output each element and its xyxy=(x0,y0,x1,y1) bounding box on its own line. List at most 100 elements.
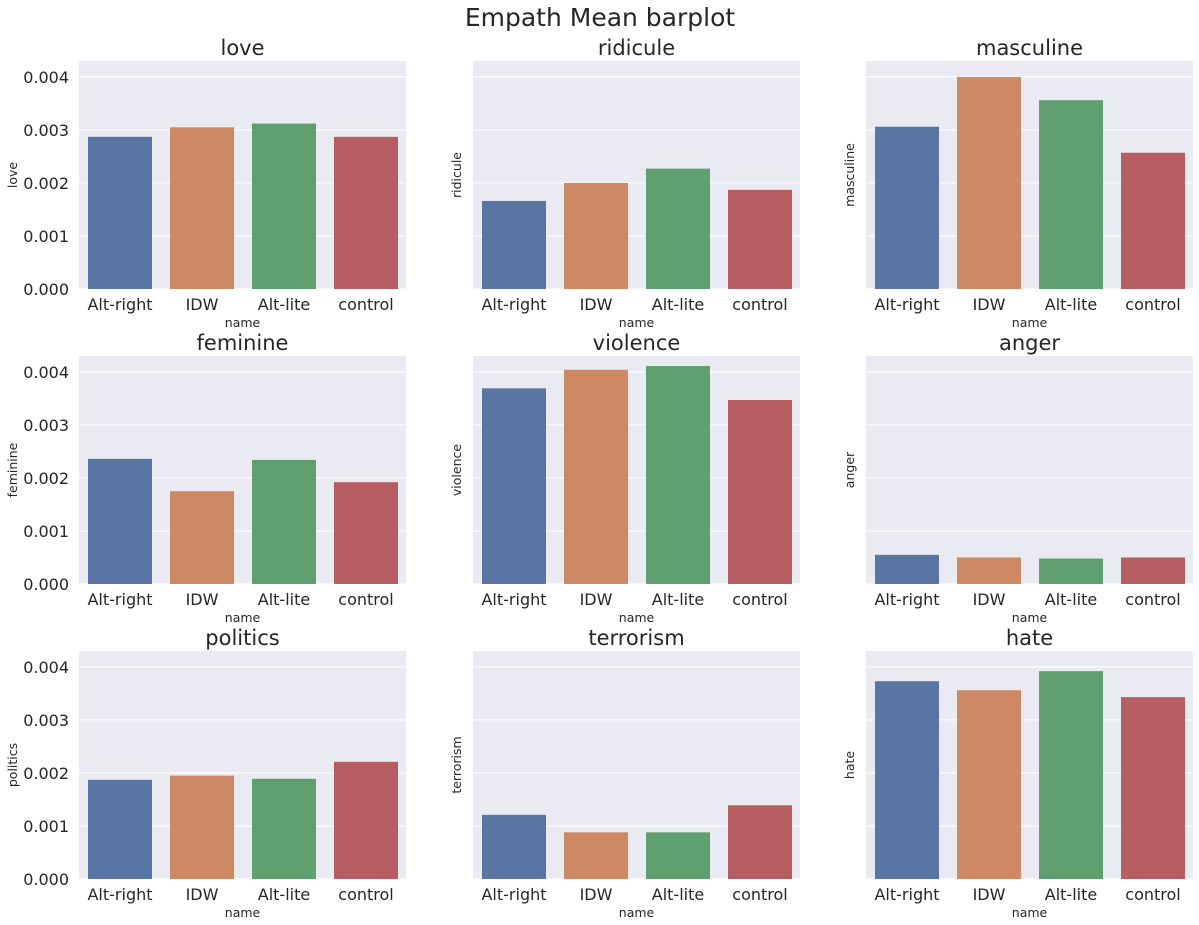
y-axis-label: feminine xyxy=(5,442,20,497)
panel-politics: 0.000 0.001 0.002 0.003 0.004 Alt-right IDW Alt… xyxy=(5,626,406,920)
bar-alt-lite xyxy=(252,123,316,289)
x-tick-label: IDW xyxy=(973,590,1006,609)
bar-control xyxy=(334,482,398,584)
y-tick-label: 0.002 xyxy=(23,764,69,783)
x-tick-label: Alt-right xyxy=(87,295,152,314)
x-axis-label: name xyxy=(225,610,261,625)
bar-alt-lite xyxy=(646,168,710,289)
x-tick-label: IDW xyxy=(580,885,613,904)
panels-group: 0.000 0.001 0.002 0.003 0.004 Alt-right IDW Alt… xyxy=(5,36,1193,920)
y-axis-label: politics xyxy=(5,743,20,787)
bar-control xyxy=(1121,557,1185,584)
figure-title: Empath Mean barplot xyxy=(465,3,736,32)
x-tick-label: control xyxy=(732,295,787,314)
x-axis-label: name xyxy=(1012,610,1048,625)
subplot-title: politics xyxy=(205,626,279,650)
y-axis-label: terrorism xyxy=(449,736,464,793)
x-tick-label: Alt-lite xyxy=(652,590,704,609)
panel-masculine: Alt-right IDW Alt-lite control masculine name… xyxy=(842,36,1193,330)
panel-feminine: 0.000 0.001 0.002 0.003 0.004 Alt-right IDW Alt… xyxy=(5,331,406,625)
bar-alt-lite xyxy=(1039,558,1103,584)
subplot-title: terrorism xyxy=(588,626,684,650)
bar-alt-lite xyxy=(646,366,710,584)
x-tick-label: control xyxy=(1125,885,1180,904)
bar-idw xyxy=(170,775,234,879)
x-tick-label: Alt-lite xyxy=(1045,590,1097,609)
bar-alt-lite xyxy=(252,459,316,584)
x-tick-label: Alt-right xyxy=(87,885,152,904)
x-tick-label: IDW xyxy=(580,590,613,609)
bar-alt-right xyxy=(875,554,939,584)
y-axis-label: love xyxy=(5,162,20,189)
y-tick-label: 0.000 xyxy=(23,280,69,299)
bar-control xyxy=(1121,697,1185,879)
bar-idw xyxy=(564,369,628,584)
x-tick-label: Alt-lite xyxy=(1045,885,1097,904)
subplot-title: ridicule xyxy=(598,36,675,60)
y-tick-label: 0.004 xyxy=(23,68,69,87)
bar-idw xyxy=(170,491,234,584)
bar-alt-lite xyxy=(646,832,710,879)
x-axis-label: name xyxy=(1012,315,1048,330)
bar-alt-right xyxy=(88,136,152,289)
x-tick-label: IDW xyxy=(580,295,613,314)
x-axis-label: name xyxy=(225,315,261,330)
x-tick-label: Alt-lite xyxy=(1045,295,1097,314)
y-axis-label: masculine xyxy=(842,143,857,207)
bar-idw xyxy=(564,182,628,289)
y-tick-label: 0.004 xyxy=(23,658,69,677)
bar-idw xyxy=(170,127,234,289)
panel-hate: Alt-right IDW Alt-lite control hate name hate xyxy=(842,626,1193,920)
subplot-title: hate xyxy=(1006,626,1053,650)
x-axis-label: name xyxy=(619,610,655,625)
bar-alt-right xyxy=(875,126,939,289)
x-tick-label: control xyxy=(732,885,787,904)
x-tick-label: Alt-right xyxy=(874,295,939,314)
x-tick-label: Alt-right xyxy=(481,590,546,609)
y-tick-label: 0.004 xyxy=(23,363,69,382)
bar-alt-right xyxy=(88,458,152,584)
bar-control xyxy=(728,189,792,289)
bar-idw xyxy=(957,557,1021,584)
bar-alt-lite xyxy=(1039,100,1103,289)
x-tick-label: control xyxy=(1125,295,1180,314)
y-tick-label: 0.001 xyxy=(23,522,69,541)
bar-control xyxy=(728,805,792,879)
x-tick-label: IDW xyxy=(186,590,219,609)
x-tick-label: control xyxy=(338,885,393,904)
x-tick-label: Alt-lite xyxy=(652,295,704,314)
panel-terrorism: Alt-right IDW Alt-lite control terrorism name… xyxy=(449,626,800,920)
bar-alt-right xyxy=(482,388,546,584)
y-tick-label: 0.003 xyxy=(23,416,69,435)
x-tick-label: IDW xyxy=(973,885,1006,904)
x-axis-label: name xyxy=(619,905,655,920)
plot-area xyxy=(866,356,1193,584)
y-tick-label: 0.003 xyxy=(23,121,69,140)
panel-ridicule: Alt-right IDW Alt-lite control ridicule name r… xyxy=(449,36,800,330)
x-tick-label: Alt-right xyxy=(87,590,152,609)
subplot-title: feminine xyxy=(197,331,289,355)
x-tick-label: Alt-lite xyxy=(258,885,310,904)
y-tick-label: 0.002 xyxy=(23,469,69,488)
x-tick-label: IDW xyxy=(186,295,219,314)
y-axis-label: violence xyxy=(449,444,464,496)
x-tick-label: IDW xyxy=(186,885,219,904)
bar-idw xyxy=(957,690,1021,879)
y-tick-label: 0.002 xyxy=(23,174,69,193)
subplot-title: violence xyxy=(593,331,681,355)
y-axis-label: hate xyxy=(842,751,857,779)
bar-control xyxy=(1121,152,1185,289)
x-tick-label: control xyxy=(338,590,393,609)
x-tick-label: Alt-lite xyxy=(652,885,704,904)
x-axis-label: name xyxy=(225,905,261,920)
y-tick-label: 0.003 xyxy=(23,711,69,730)
x-tick-label: Alt-right xyxy=(874,590,939,609)
subplot-title: anger xyxy=(999,331,1060,355)
x-tick-label: Alt-lite xyxy=(258,590,310,609)
x-tick-label: control xyxy=(732,590,787,609)
x-axis-label: name xyxy=(619,315,655,330)
bar-control xyxy=(728,400,792,584)
x-tick-label: Alt-right xyxy=(481,295,546,314)
x-axis-label: name xyxy=(1012,905,1048,920)
